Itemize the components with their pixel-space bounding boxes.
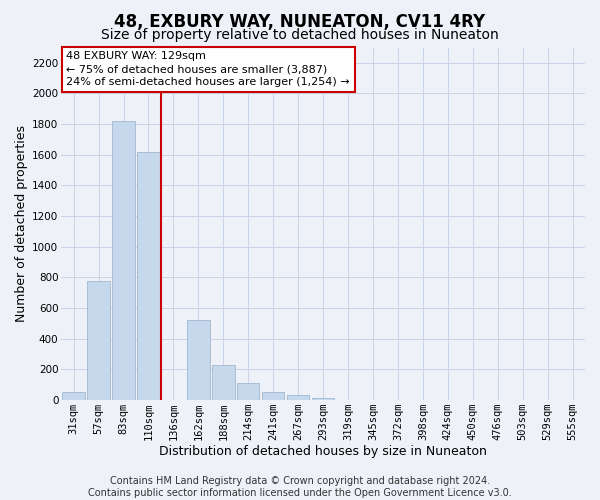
Text: 48, EXBURY WAY, NUNEATON, CV11 4RY: 48, EXBURY WAY, NUNEATON, CV11 4RY [115, 12, 485, 30]
Bar [137, 152, 160, 400]
Bar [62, 392, 85, 400]
Bar [287, 396, 310, 400]
Bar [112, 121, 135, 400]
Bar [237, 383, 259, 400]
Text: Contains HM Land Registry data © Crown copyright and database right 2024.
Contai: Contains HM Land Registry data © Crown c… [88, 476, 512, 498]
Bar [312, 398, 334, 400]
Text: 48 EXBURY WAY: 129sqm
← 75% of detached houses are smaller (3,887)
24% of semi-d: 48 EXBURY WAY: 129sqm ← 75% of detached … [67, 51, 350, 88]
Y-axis label: Number of detached properties: Number of detached properties [15, 126, 28, 322]
Bar [88, 282, 110, 400]
Text: Size of property relative to detached houses in Nuneaton: Size of property relative to detached ho… [101, 28, 499, 42]
X-axis label: Distribution of detached houses by size in Nuneaton: Distribution of detached houses by size … [159, 444, 487, 458]
Bar [187, 320, 209, 400]
Bar [262, 392, 284, 400]
Bar [212, 365, 235, 400]
